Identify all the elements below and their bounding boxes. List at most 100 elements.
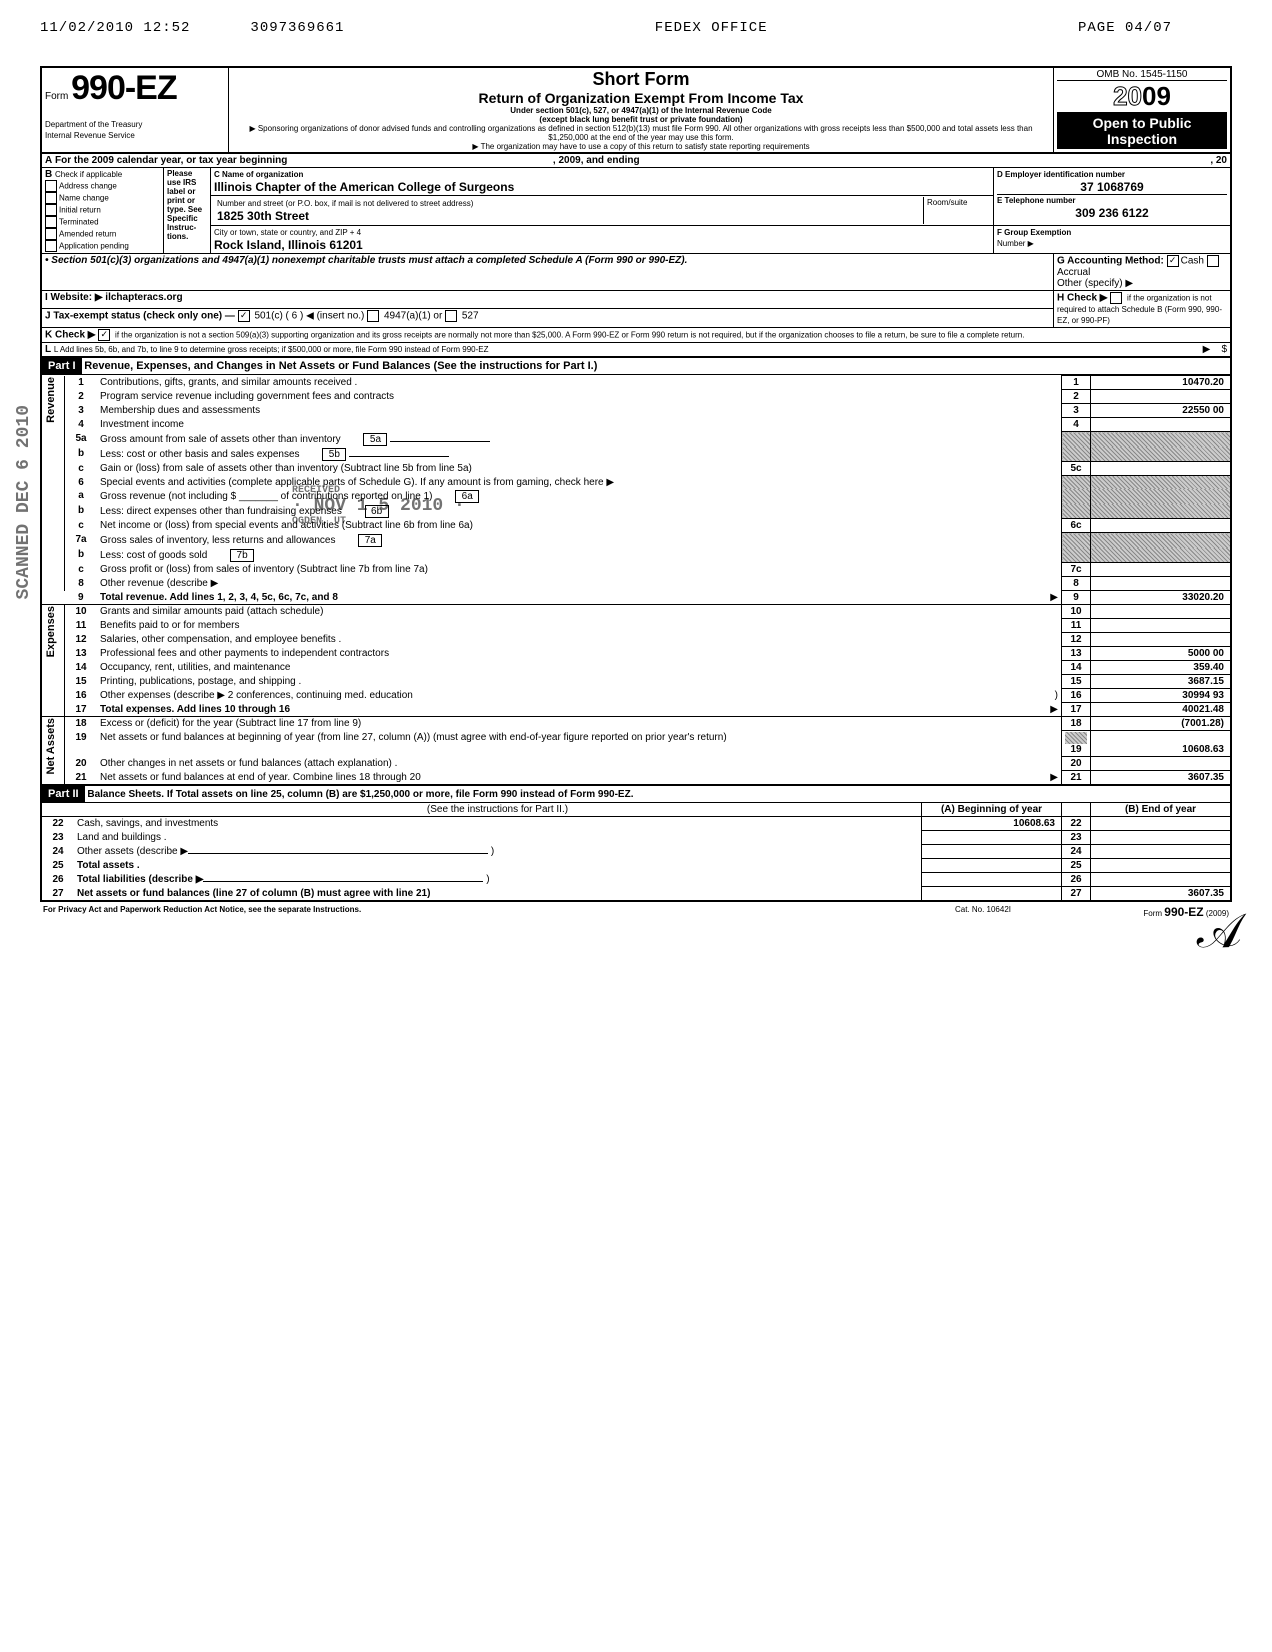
- dept-treasury: Department of the Treasury: [45, 120, 142, 129]
- fax-number: 3097369661: [250, 20, 344, 36]
- ein: 37 1068769: [997, 180, 1227, 194]
- v1: 10470.20: [1091, 376, 1231, 390]
- p2-26: Total liabilities (describe ▶: [77, 874, 203, 885]
- l11: Benefits paid to or for members: [97, 619, 1062, 633]
- H-label: H Check ▶: [1057, 293, 1107, 304]
- cb-amended[interactable]: [45, 228, 57, 240]
- form-table: Form 990-EZ Department of the Treasury I…: [40, 66, 1232, 902]
- fax-header: 11/02/2010 12:52 3097369661 FEDEX OFFICE…: [40, 20, 1232, 36]
- colB: (B) End of year: [1091, 803, 1231, 817]
- year-bold: 09: [1142, 81, 1171, 111]
- please-label: Please use IRS label or print or type. S…: [164, 168, 211, 253]
- p2-27: Net assets or fund balances (line 27 of …: [77, 888, 430, 899]
- copy-note: ▶ The organization may have to use a cop…: [232, 142, 1050, 151]
- form-number: 990-EZ: [71, 69, 177, 107]
- fax-page: PAGE 04/07: [1078, 20, 1172, 36]
- street: 1825 30th Street: [217, 209, 309, 223]
- L-text: L Add lines 5b, 6b, and 7b, to line 9 to…: [54, 345, 489, 354]
- part2-see: (See the instructions for Part II.): [74, 803, 922, 817]
- omb: OMB No. 1545-1150: [1057, 69, 1227, 81]
- l21: Net assets or fund balances at end of ye…: [100, 772, 421, 783]
- signature-initial: 𝒜: [1197, 904, 1242, 960]
- footer-privacy: For Privacy Act and Paperwork Reduction …: [40, 904, 900, 920]
- l16: Other expenses (describe ▶ 2 conferences…: [100, 690, 413, 701]
- part2-title: Balance Sheets. If Total assets on line …: [87, 789, 633, 800]
- line-A-text: For the 2009 calendar year, or tax year …: [55, 155, 287, 166]
- v19: 10608.63: [1091, 731, 1231, 757]
- open-public: Open to PublicInspection: [1057, 113, 1227, 149]
- room-label: Room/suite: [924, 197, 991, 224]
- part1-hdr: Part I: [42, 358, 82, 374]
- l7c: Gross profit or (loss) from sales of inv…: [97, 563, 1062, 577]
- form-title: Short Form: [232, 69, 1050, 90]
- J-opt: 501(c) ( 6 ) ◀ (insert no.): [254, 311, 364, 322]
- part2-hdr: Part II: [42, 786, 85, 802]
- D-label: D Employer identification number: [997, 170, 1125, 179]
- cb-4947[interactable]: [367, 310, 379, 322]
- form-prefix: Form: [45, 91, 68, 102]
- sponsor-note: ▶ Sponsoring organizations of donor advi…: [232, 124, 1050, 142]
- l20: Other changes in net assets or fund bala…: [97, 757, 1062, 771]
- colA: (A) Beginning of year: [922, 803, 1062, 817]
- v14: 359.40: [1091, 661, 1231, 675]
- G-other: Other (specify) ▶: [1057, 278, 1133, 289]
- l10: Grants and similar amounts paid (attach …: [97, 605, 1062, 619]
- city-label: City or town, state or country, and ZIP …: [214, 228, 361, 237]
- cb-address[interactable]: [45, 180, 57, 192]
- section501: • Section 501(c)(3) organizations and 49…: [41, 254, 1054, 291]
- v18: (7001.28): [1091, 717, 1231, 731]
- l15: Printing, publications, postage, and shi…: [97, 675, 1062, 689]
- cb-initial[interactable]: [45, 204, 57, 216]
- l19: Net assets or fund balances at beginning…: [97, 731, 1062, 757]
- side-net: Net Assets: [45, 718, 57, 774]
- addr-label: Number and street (or P.O. box, if mail …: [217, 199, 473, 208]
- l9: Total revenue. Add lines 1, 2, 3, 4, 5c,…: [100, 592, 338, 603]
- v3: 22550 00: [1091, 404, 1231, 418]
- p2-27b: 3607.35: [1091, 887, 1231, 901]
- fax-location: FEDEX OFFICE: [404, 20, 1018, 36]
- l6c: Net income or (loss) from special events…: [97, 519, 1062, 533]
- l7b: Less: cost of goods sold: [100, 550, 207, 561]
- dept-irs: Internal Revenue Service: [45, 131, 135, 140]
- p2-23: Land and buildings .: [74, 831, 922, 845]
- cb-terminated[interactable]: [45, 216, 57, 228]
- footer-cat: Cat. No. 10642I: [900, 904, 1066, 920]
- l13: Professional fees and other payments to …: [97, 647, 1062, 661]
- F-label: F Group Exemption: [997, 228, 1071, 237]
- cb-H[interactable]: [1110, 292, 1122, 304]
- l6: Special events and activities (complete …: [97, 476, 1062, 489]
- v13: 5000 00: [1091, 647, 1231, 661]
- org-name: Illinois Chapter of the American College…: [214, 180, 514, 194]
- p2-22a: 10608.63: [922, 817, 1062, 831]
- cb-name[interactable]: [45, 192, 57, 204]
- v21: 3607.35: [1091, 771, 1231, 785]
- cb-cash[interactable]: ✓: [1167, 255, 1179, 267]
- l17: Total expenses. Add lines 10 through 16: [100, 704, 290, 715]
- C-label: C Name of organization: [214, 170, 303, 179]
- part1-title: Revenue, Expenses, and Changes in Net As…: [84, 360, 597, 372]
- line-A-mid: , 2009, and ending: [553, 155, 640, 166]
- K-label: K Check ▶: [45, 330, 95, 341]
- side-expenses: Expenses: [45, 606, 57, 657]
- phone: 309 236 6122: [997, 206, 1227, 220]
- l8: Other revenue (describe ▶: [97, 577, 1062, 591]
- J-label: J Tax-exempt status (check only one) —: [45, 311, 235, 322]
- J-opt2: 4947(a)(1) or: [384, 311, 442, 322]
- l5b: Less: cost or other basis and sales expe…: [100, 449, 300, 460]
- l14: Occupancy, rent, utilities, and maintena…: [97, 661, 1062, 675]
- cb-K[interactable]: ✓: [98, 329, 110, 341]
- line-A-end: , 20: [1210, 155, 1227, 166]
- p2-22: Cash, savings, and investments: [74, 817, 922, 831]
- cb-527[interactable]: [445, 310, 457, 322]
- v15: 3687.15: [1091, 675, 1231, 689]
- l12: Salaries, other compensation, and employ…: [97, 633, 1062, 647]
- v16: 30994 93: [1091, 689, 1231, 703]
- G-label: G Accounting Method:: [1057, 256, 1164, 267]
- F-sub: Number ▶: [997, 239, 1034, 248]
- under2: (except black lung benefit trust or priv…: [232, 115, 1050, 124]
- form-subtitle: Return of Organization Exempt From Incom…: [232, 90, 1050, 106]
- cb-pending[interactable]: [45, 240, 57, 252]
- stamp-scanned: SCANNED DEC 6 2010: [14, 405, 34, 599]
- cb-accrual[interactable]: [1207, 255, 1219, 267]
- cb-501c[interactable]: ✓: [238, 310, 250, 322]
